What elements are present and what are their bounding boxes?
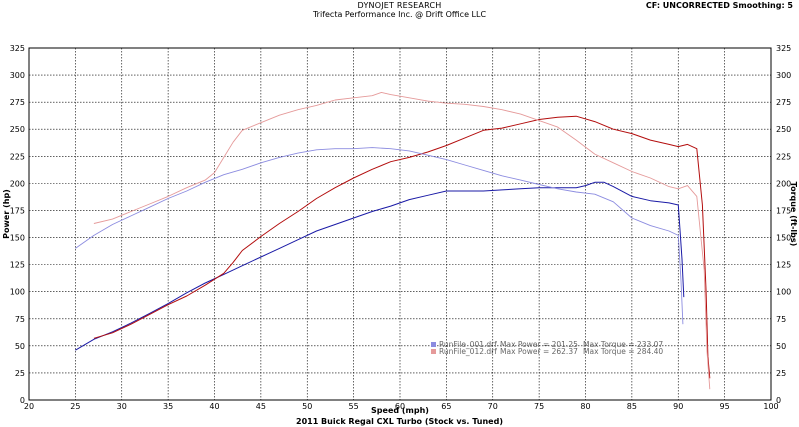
x-axis-ticks: 20 25 30 35 40 45 50 55 60 65 70 75 80 85 90 95 100	[24, 402, 779, 411]
y-right-tick-label: 125	[776, 261, 791, 270]
y-left-tick-label: 200	[10, 179, 25, 188]
y-left-tick-label: 300	[10, 71, 25, 80]
x-tick-label: 85	[627, 402, 637, 411]
y-right-tick-label: 325	[776, 44, 791, 53]
y-axis-right-ticks: 0 25 50 75 100 125 150 175 200 225 250 275 300 325	[776, 44, 791, 405]
x-axis-label: Speed (mph)	[371, 406, 429, 415]
y-left-tick-label: 150	[10, 234, 25, 243]
y-right-tick-label: 300	[776, 71, 791, 80]
y-left-tick-label: 275	[10, 98, 25, 107]
legend-entry-012-torque: Max Torque = 284.40	[583, 347, 663, 356]
legend-entry-012-power: Max Power = 262.37	[500, 347, 578, 356]
series-line-3	[75, 147, 684, 325]
y-left-tick-label: 325	[10, 44, 25, 53]
chart-title: DYNOJET RESEARCH	[357, 1, 442, 10]
y-left-tick-label: 0	[20, 396, 25, 405]
y-right-tick-label: 75	[776, 315, 786, 324]
x-tick-label: 90	[673, 402, 683, 411]
x-tick-label: 65	[441, 402, 451, 411]
y-right-tick-label: 225	[776, 152, 791, 161]
x-tick-label: 60	[395, 402, 405, 411]
y-right-tick-label: 50	[776, 342, 786, 351]
y-right-tick-label: 150	[776, 234, 791, 243]
grid	[29, 48, 771, 400]
series-line-1	[75, 181, 685, 351]
x-tick-label: 70	[488, 402, 498, 411]
y-left-tick-label: 25	[15, 369, 25, 378]
y-axis-left-label: Power (hp)	[2, 189, 11, 239]
x-tick-label: 50	[302, 402, 312, 411]
y-right-tick-label: 200	[776, 179, 791, 188]
y-left-tick-label: 250	[10, 125, 25, 134]
chart-subtitle: Trifecta Performance Inc. @ Drift Office…	[312, 10, 487, 19]
y-axis-left-ticks: 0 25 50 75 100 125 150 175 200 225 250 275 300 325	[10, 44, 25, 405]
y-left-tick-label: 100	[10, 288, 25, 297]
legend-entry-012-file: RunFile_012.drf	[439, 347, 497, 356]
run-description: 2011 Buick Regal CXL Turbo (Stock vs. Tu…	[296, 417, 503, 426]
y-right-tick-label: 275	[776, 98, 791, 107]
y-left-tick-label: 125	[10, 261, 25, 270]
legend-entry-001-file: RunFile_001.drf	[439, 340, 497, 349]
x-tick-label: 20	[24, 402, 34, 411]
x-tick-label: 30	[117, 402, 127, 411]
y-right-tick-label: 175	[776, 206, 791, 215]
x-tick-label: 100	[763, 402, 778, 411]
y-right-tick-label: 100	[776, 288, 791, 297]
y-left-tick-label: 75	[15, 315, 25, 324]
x-tick-label: 40	[209, 402, 219, 411]
x-tick-label: 35	[163, 402, 173, 411]
legend-entry-001-torque: Max Torque = 233.07	[583, 340, 663, 349]
x-tick-label: 95	[720, 402, 730, 411]
y-left-tick-label: 50	[15, 342, 25, 351]
y-left-tick-label: 175	[10, 206, 25, 215]
legend-swatch-012	[431, 349, 436, 354]
x-tick-label: 25	[70, 402, 80, 411]
y-right-tick-label: 250	[776, 125, 791, 134]
x-tick-label: 80	[580, 402, 590, 411]
y-axis-right-label: Torque (ft-lbs)	[789, 182, 798, 247]
legend-entry-001-power: Max Power = 201.25	[500, 340, 578, 349]
y-right-tick-label: 25	[776, 369, 786, 378]
settings-label: CF: UNCORRECTED Smoothing: 5	[645, 1, 793, 10]
x-tick-label: 55	[349, 402, 359, 411]
x-tick-label: 75	[534, 402, 544, 411]
series-line-4	[93, 91, 711, 390]
series-line-2	[93, 115, 711, 379]
series-lines	[75, 91, 711, 390]
legend: RunFile_001.drf Max Power = 201.25 Max T…	[431, 340, 663, 356]
y-left-tick-label: 225	[10, 152, 25, 161]
y-right-tick-label: 0	[776, 396, 781, 405]
x-tick-label: 45	[256, 402, 266, 411]
legend-swatch-001	[431, 342, 436, 347]
